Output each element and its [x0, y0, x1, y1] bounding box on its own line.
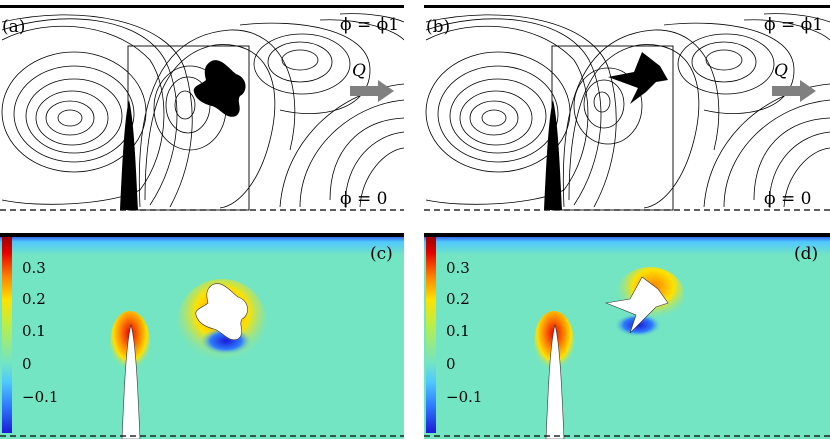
flow-label: Q — [774, 61, 788, 81]
colorbar-tick: 0.3 — [446, 259, 470, 277]
phi-top-label: ϕ = ϕ1 — [340, 15, 399, 35]
phi-bottom-label: ϕ = 0 — [764, 189, 811, 209]
colorbar-tick: −0.1 — [446, 388, 482, 406]
needle-obstacle — [120, 100, 138, 210]
panel-c-colormap: 0.3 0.2 0.1 0 −0.1 (c) — [0, 233, 404, 440]
colorbar-tick: 0 — [22, 355, 32, 373]
streamline-contours — [425, 13, 830, 209]
irregular-body — [193, 60, 246, 117]
star-body — [608, 52, 668, 104]
panel-a-streamlines: (a) ϕ = ϕ1 Q ϕ = 0 — [0, 0, 405, 214]
needle-obstacle — [545, 323, 565, 440]
needle-obstacle — [121, 323, 141, 440]
phi-bottom-label: ϕ = 0 — [340, 189, 387, 209]
colorbar — [426, 237, 436, 433]
flow-label: Q — [352, 61, 366, 81]
panel-b-streamlines: (b) ϕ = ϕ1 Q ϕ = 0 — [424, 0, 830, 214]
panel-d-colormap: 0.3 0.2 0.1 0 −0.1 (d) — [424, 233, 830, 440]
panel-label: (b) — [426, 17, 450, 37]
panel-label: (d) — [794, 244, 818, 264]
streamline-contours — [1, 13, 405, 209]
colorbar — [2, 237, 12, 433]
flow-arrow — [772, 80, 816, 102]
colorbar-tick: 0 — [446, 355, 456, 373]
irregular-body — [195, 283, 248, 341]
panel-label: (a) — [2, 17, 25, 37]
colorbar-tick: 0.2 — [22, 290, 46, 308]
needle-obstacle — [544, 100, 562, 210]
colorbar-tick: −0.1 — [22, 388, 58, 406]
colorbar-tick: 0.2 — [446, 290, 470, 308]
panel-label: (c) — [370, 244, 393, 264]
colorbar-tick: 0.1 — [22, 322, 46, 340]
colorbar-tick: 0.3 — [22, 259, 46, 277]
colorbar-tick: 0.1 — [446, 322, 470, 340]
star-body — [604, 276, 669, 334]
phi-top-label: ϕ = ϕ1 — [764, 15, 823, 35]
flow-arrow — [350, 80, 394, 102]
